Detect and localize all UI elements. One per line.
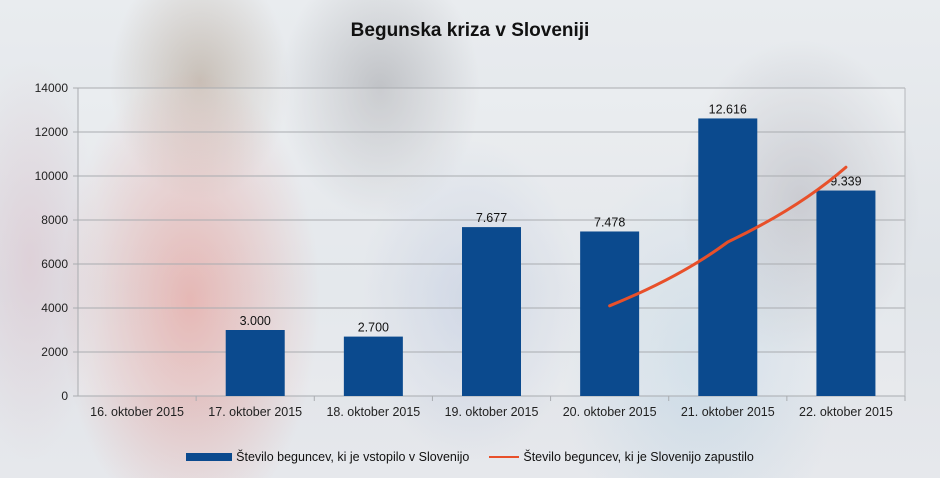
- y-tick-label: 8000: [41, 213, 68, 227]
- x-tick-label: 18. oktober 2015: [326, 405, 420, 419]
- bar-value-label: 3.000: [240, 314, 271, 328]
- y-tick-label: 14000: [35, 81, 69, 95]
- y-tick-label: 4000: [41, 301, 68, 315]
- x-tick-label: 22. oktober 2015: [799, 405, 893, 419]
- x-tick-label: 20. oktober 2015: [563, 405, 657, 419]
- chart-title: Begunska kriza v Sloveniji: [350, 20, 590, 41]
- bar-value-label: 12.616: [709, 102, 747, 116]
- bar-value-label: 7.677: [476, 211, 507, 225]
- legend-bar-swatch-icon: [186, 453, 233, 461]
- bar: [462, 227, 521, 396]
- legend-line-swatch-icon: [489, 456, 520, 458]
- legend: Število beguncev, ki je vstopilo v Slove…: [0, 450, 940, 464]
- x-tick-label: 21. oktober 2015: [681, 405, 775, 419]
- y-tick-label: 0: [61, 389, 68, 403]
- y-tick-label: 6000: [41, 257, 68, 271]
- legend-label-left: Število beguncev, ki je Slovenijo zapust…: [523, 450, 754, 464]
- bar-value-label: 2.700: [358, 321, 389, 335]
- bar: [343, 336, 403, 396]
- bar: [580, 231, 640, 396]
- y-tick-label: 2000: [41, 345, 68, 359]
- y-tick-label: 12000: [35, 125, 69, 139]
- chart-plot: 0 2000 4000 6000 8000 10000 12000 14000 16. okto…: [35, 81, 906, 419]
- x-tick-label: 19. oktober 2015: [445, 405, 539, 419]
- bar-value-label: 9.339: [830, 175, 861, 189]
- legend-label-entered: Število beguncev, ki je vstopilo v Slove…: [236, 450, 470, 464]
- x-tick-label: 17. oktober 2015: [208, 405, 302, 419]
- bar: [816, 190, 876, 396]
- bar: [225, 330, 285, 396]
- x-tick-label: 16. oktober 2015: [90, 405, 184, 419]
- legend-item-left: Število beguncev, ki je Slovenijo zapust…: [469, 450, 754, 464]
- line-series: [608, 165, 848, 308]
- bar-value-label: 7.478: [594, 215, 625, 229]
- y-tick-label: 10000: [35, 169, 69, 183]
- legend-item-entered: Število beguncev, ki je vstopilo v Slove…: [186, 450, 469, 464]
